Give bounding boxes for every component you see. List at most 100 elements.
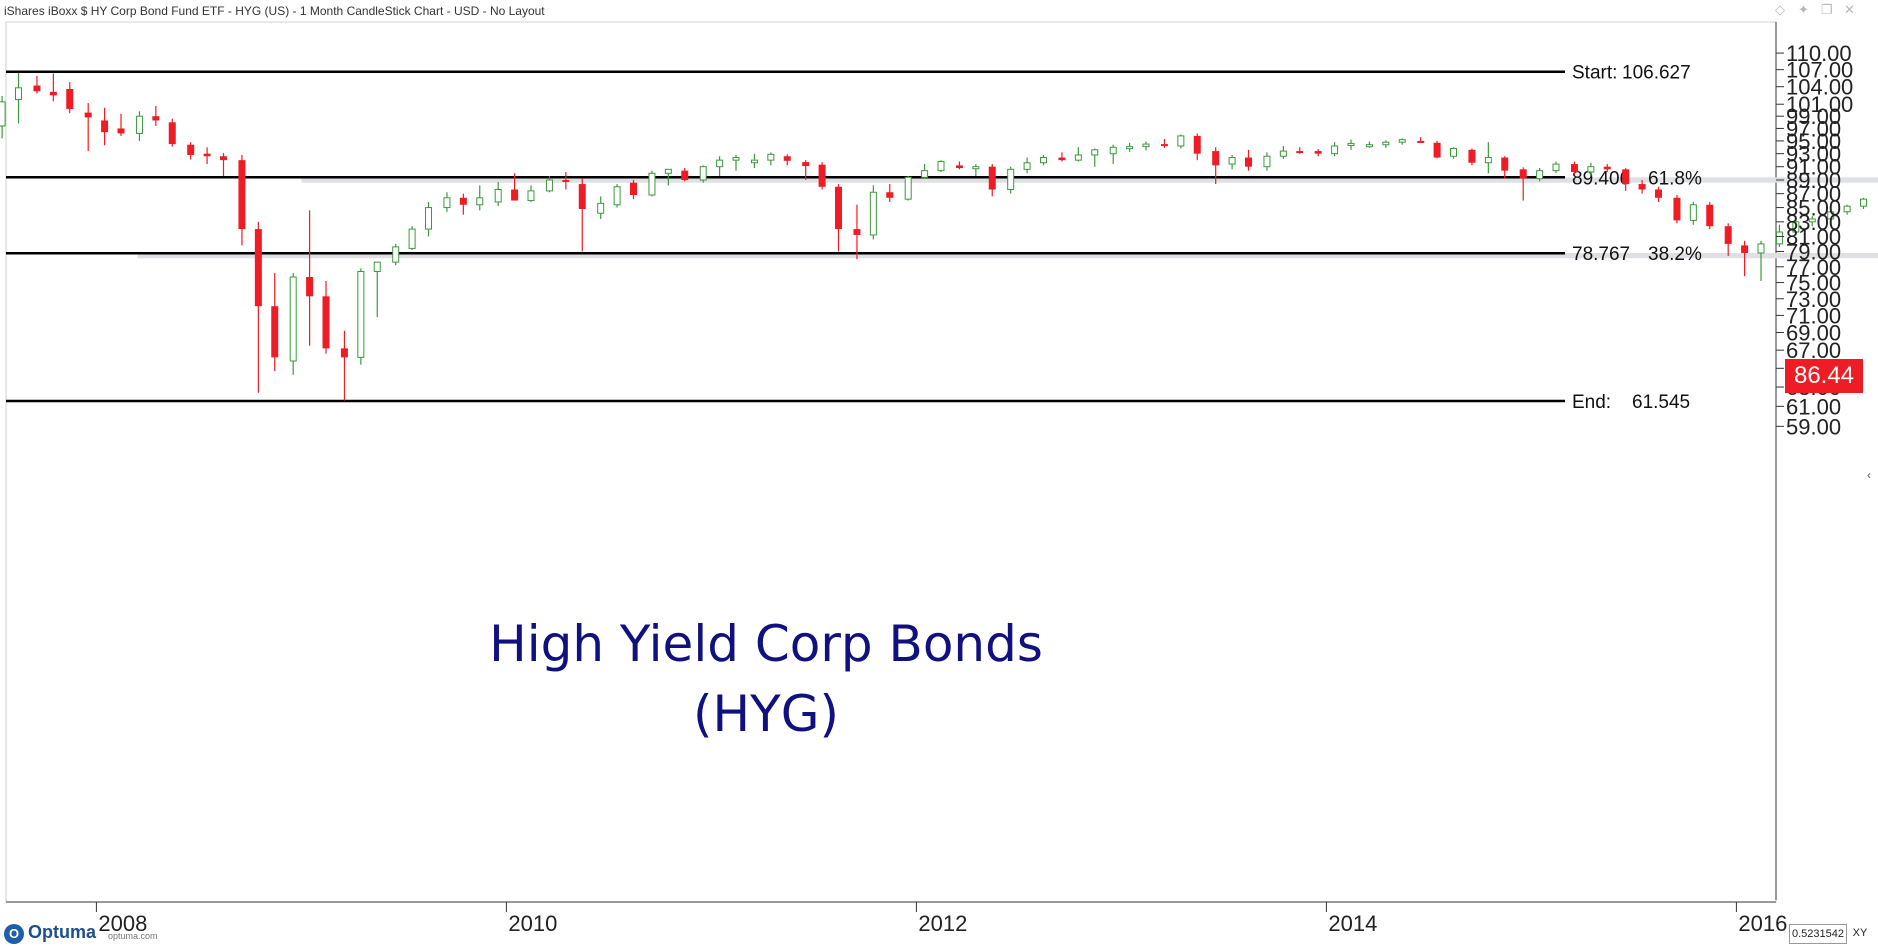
price-zones: [137, 177, 1878, 259]
y-tick-label: 81.00: [1786, 224, 1841, 249]
candle-body: [664, 168, 672, 174]
candle-body: [187, 144, 195, 155]
brand-name: Optuma: [28, 922, 97, 942]
y-tick-label: 87.00: [1786, 182, 1841, 207]
x-tick-label: 2008: [98, 911, 147, 936]
window-title: iShares iBoxx $ HY Corp Bond Fund ETF - …: [4, 4, 545, 18]
y-tick-label: 95.00: [1786, 129, 1841, 154]
candle-body: [937, 160, 945, 172]
candle-body: [988, 166, 996, 190]
y-tick-label: 73.00: [1786, 287, 1841, 312]
y-tick-label: 97.00: [1786, 116, 1841, 141]
candle-body: [66, 88, 74, 109]
coordinate-readout[interactable]: 0.5231542: [1789, 924, 1847, 944]
candle-body: [562, 180, 570, 183]
annotation-line-2: (HYG): [693, 685, 839, 743]
candles: [0, 73, 1867, 401]
candle-body: [340, 348, 348, 358]
candle-body: [1536, 170, 1544, 180]
optuma-logo: O: [4, 924, 24, 944]
y-tick-label: 101.00: [1786, 92, 1853, 117]
level-label-fib-618: 89.406: [1572, 168, 1630, 189]
y-tick-label: 71.00: [1786, 303, 1841, 328]
candle-body: [1365, 144, 1373, 148]
candle-body: [597, 202, 605, 214]
y-tick-label: 107.00: [1786, 58, 1853, 83]
level-value-end: 61.545: [1632, 392, 1690, 413]
x-tick-label: 2016: [1738, 911, 1787, 936]
x-tick-label: 2012: [918, 911, 967, 936]
candle-body: [238, 160, 246, 230]
candle-body: [648, 172, 656, 196]
y-tick-label: 99.00: [1786, 104, 1841, 129]
y-axis: 110.00107.00104.00101.0099.0097.0095.009…: [1776, 41, 1853, 439]
level-label-fib-382: 78.767: [1572, 244, 1630, 265]
diamond-icon[interactable]: ◇: [1775, 2, 1785, 17]
y-tick-label: 93.00: [1786, 142, 1841, 167]
candle-body: [494, 189, 502, 203]
candle-body: [1808, 218, 1816, 223]
candle-body: [1603, 166, 1611, 170]
candle-body: [1501, 157, 1509, 171]
candle-body: [853, 229, 861, 235]
candle-body: [1775, 231, 1783, 245]
candle-body: [1706, 204, 1714, 227]
candle-body: [1212, 151, 1220, 166]
candle-body: [1331, 145, 1339, 155]
candle-body: [1417, 140, 1425, 143]
candle-body: [1382, 141, 1390, 146]
candle-body: [1126, 146, 1134, 150]
candle-body: [1007, 168, 1015, 191]
candle-body: [1433, 142, 1441, 158]
y-tick-label: 83.00: [1786, 210, 1841, 235]
collapse-arrow-icon[interactable]: ‹: [1867, 468, 1871, 482]
candle-body: [443, 197, 451, 209]
candle-body: [1689, 204, 1697, 221]
plot-area[interactable]: [5, 21, 1777, 903]
y-tick-label: 110.00: [1786, 41, 1852, 66]
candle-body: [1142, 143, 1150, 148]
candle-body: [1058, 157, 1066, 161]
level-label-start: Start:: [1572, 63, 1617, 84]
pin-icon[interactable]: ✦: [1798, 2, 1809, 17]
level-label-end: End:: [1572, 392, 1611, 413]
candle-body: [1673, 197, 1681, 221]
y-tick-label: 77.00: [1786, 255, 1841, 280]
candle-body: [1314, 151, 1322, 154]
candle-body: [886, 192, 894, 198]
restore-window-icon[interactable]: ❐: [1821, 2, 1833, 17]
candle-body: [630, 182, 637, 196]
candle-body: [802, 162, 810, 167]
xy-toggle-button[interactable]: XY: [1852, 927, 1868, 939]
candle-body: [1193, 135, 1201, 154]
candle-body: [152, 116, 160, 121]
candle-body: [1091, 149, 1099, 156]
zone-0: [301, 177, 1878, 183]
candle-body: [511, 189, 519, 201]
candle-body: [1757, 243, 1765, 254]
candle-body: [1109, 146, 1117, 155]
close-icon[interactable]: ✕: [1844, 2, 1855, 17]
candle-body: [15, 87, 22, 100]
candle-body: [869, 191, 877, 236]
candle-body: [699, 166, 707, 181]
candle-body: [357, 270, 365, 358]
y-tick-label: 85.00: [1786, 196, 1841, 221]
candle-body: [1638, 184, 1646, 190]
candle-body: [1792, 221, 1800, 233]
candle-body: [527, 190, 535, 202]
candle-body: [1177, 135, 1185, 147]
x-axis: 200820102012201420162018202020222024: [95, 902, 1787, 936]
y-tick-label: 61.00: [1786, 394, 1841, 419]
candle-body: [306, 276, 314, 297]
candle-body: [322, 296, 330, 349]
candle-body: [783, 156, 791, 161]
candle-body: [1279, 150, 1287, 157]
brand-url: optuma.com: [108, 931, 158, 941]
level-value-start: 106.627: [1622, 63, 1691, 84]
candle-body: [1228, 157, 1236, 165]
candle-body: [716, 159, 724, 168]
level-lines: Start: 106.627 89.406 61.8% 78.767 38.2% End: 6…: [6, 63, 1702, 413]
candle-body: [203, 153, 211, 157]
